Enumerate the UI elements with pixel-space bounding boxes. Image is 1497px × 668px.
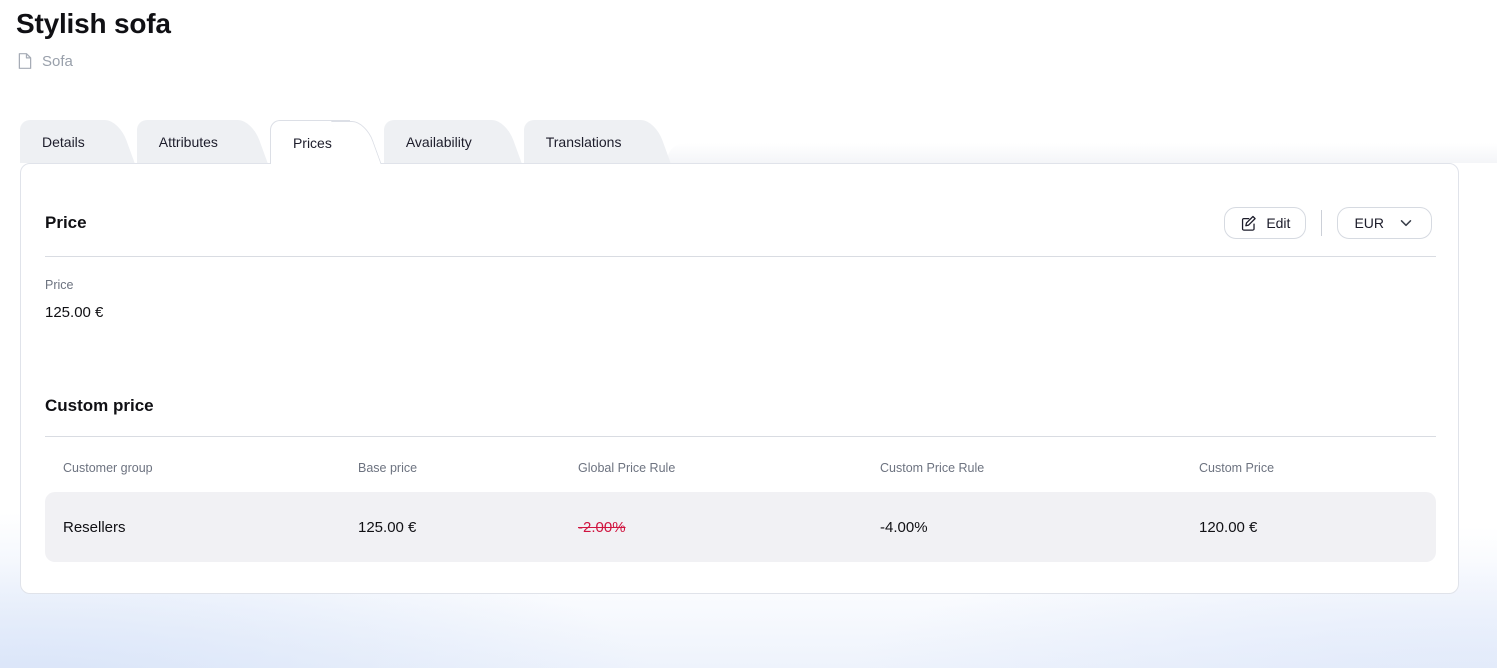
tab-label: Details: [42, 133, 85, 150]
table-header-row: Customer group Base price Global Price R…: [45, 451, 1436, 484]
category-label: Sofa: [42, 52, 73, 70]
edit-button-label: Edit: [1266, 215, 1291, 231]
cell-custom-price: 120.00 €: [1199, 518, 1258, 536]
tab-translations[interactable]: Translations: [523, 120, 640, 163]
cell-customer-group: Resellers: [63, 518, 126, 536]
tab-attributes[interactable]: Attributes: [136, 120, 236, 163]
page-title: Stylish sofa: [16, 8, 171, 39]
tab-label: Prices: [292, 134, 332, 151]
column-header-custom-price: Custom Price: [1199, 460, 1275, 475]
document-icon: [18, 53, 32, 69]
custom-price-section-heading: Custom price: [45, 396, 154, 415]
price-header-actions: Edit EUR: [1224, 207, 1432, 239]
tab-details[interactable]: Details: [20, 120, 103, 163]
cell-base-price: 125.00 €: [358, 518, 417, 536]
tab-prices[interactable]: Prices: [269, 120, 350, 164]
tab-label: Translations: [545, 133, 622, 150]
price-field-label: Price: [45, 278, 74, 292]
tabs-filler: [667, 143, 1497, 163]
price-field-value: 125.00 €: [45, 304, 104, 321]
tab-label: Availability: [405, 133, 472, 150]
column-header-customer-group: Customer group: [63, 460, 153, 475]
edit-icon: [1242, 215, 1257, 231]
column-header-custom-price-rule: Custom Price Rule: [880, 460, 985, 475]
section-divider: [45, 256, 1436, 257]
category-badge: Sofa: [16, 52, 73, 70]
tab-label: Attributes: [158, 133, 218, 150]
table-row: Resellers 125.00 € -2.00% -4.00% 120.00 …: [45, 492, 1436, 562]
product-tabs: Details Attributes Prices Availability T…: [20, 120, 1497, 164]
prices-panel: Price Edit EUR Price 125.00 € Custom pri…: [20, 163, 1459, 594]
currency-dropdown[interactable]: EUR: [1337, 207, 1432, 239]
currency-value: EUR: [1354, 215, 1384, 231]
column-header-global-price-rule: Global Price Rule: [578, 460, 676, 475]
section-divider: [45, 436, 1436, 437]
custom-price-table: Customer group Base price Global Price R…: [45, 451, 1436, 562]
chevron-down-icon: [1400, 220, 1412, 227]
cell-global-price-rule: -2.00%: [578, 518, 626, 536]
tab-availability[interactable]: Availability: [383, 120, 490, 163]
cell-custom-price-rule: -4.00%: [880, 518, 928, 536]
column-header-base-price: Base price: [358, 460, 418, 475]
actions-divider: [1321, 210, 1323, 236]
price-section-heading: Price: [45, 213, 87, 232]
edit-button[interactable]: Edit: [1224, 207, 1307, 239]
